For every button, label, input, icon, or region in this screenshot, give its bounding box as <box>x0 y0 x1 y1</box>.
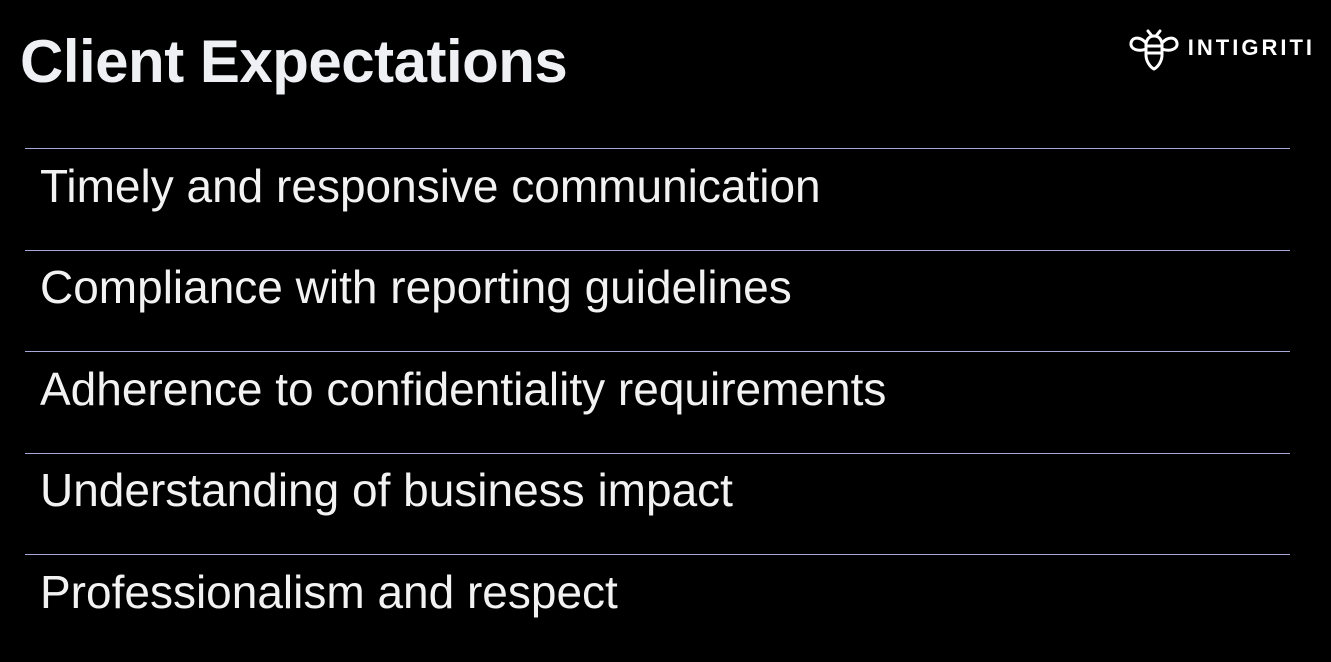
list-item-label: Timely and responsive communication <box>40 159 821 212</box>
list-item-label: Adherence to confidentiality requirement… <box>40 362 887 415</box>
list-item: Understanding of business impact <box>25 452 1290 553</box>
expectations-list: Timely and responsive communication Comp… <box>25 148 1290 656</box>
list-item: Professionalism and respect <box>25 554 1290 654</box>
list-item: Compliance with reporting guidelines <box>25 249 1290 350</box>
list-item-label: Compliance with reporting guidelines <box>40 261 792 313</box>
list-item: Timely and responsive communication <box>25 148 1290 248</box>
slide-title: Client Expectations <box>20 28 568 95</box>
logo-text: INTIGRITI <box>1187 35 1315 60</box>
list-item: Adherence to confidentiality requirement… <box>25 351 1290 451</box>
intigriti-logo: INTIGRITI <box>1128 24 1315 72</box>
bee-icon <box>1129 29 1179 71</box>
list-item-label: Understanding of business impact <box>40 464 733 516</box>
list-item-label: Professionalism and respect <box>40 565 618 618</box>
